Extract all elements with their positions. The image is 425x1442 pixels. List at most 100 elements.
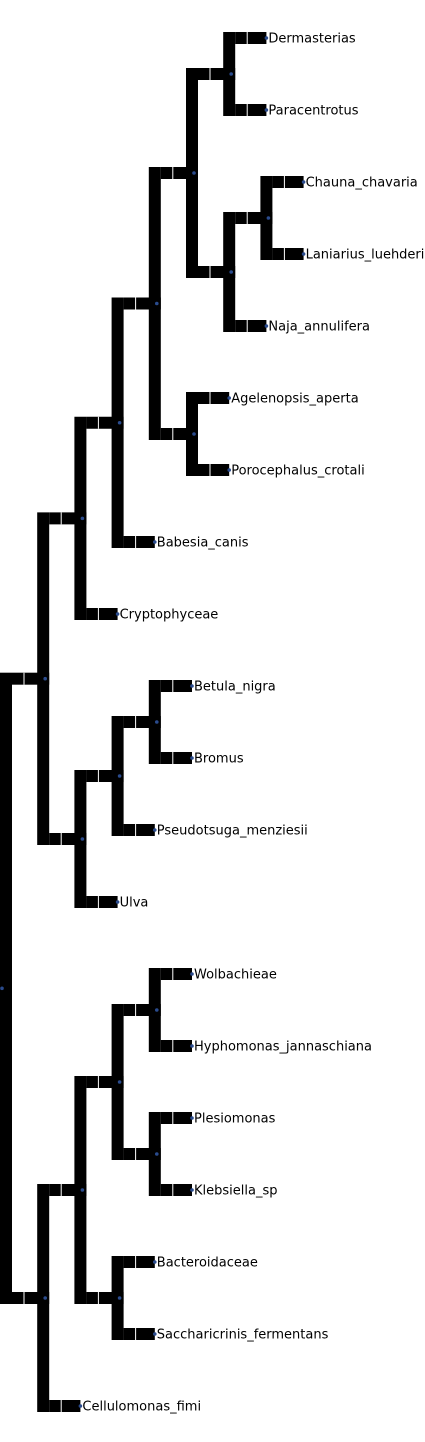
branch-stub bbox=[49, 512, 62, 525]
leaf-node-dot bbox=[190, 684, 194, 688]
internal-node-dot bbox=[80, 1188, 85, 1192]
branch-horizontal bbox=[247, 104, 267, 116]
tip-label: Chauna_chavaria bbox=[306, 176, 418, 191]
branch-vertical bbox=[0, 672, 12, 1304]
tree-tip-labels: Dermasterias Paracentrotus Chauna_chavaria… bbox=[82, 32, 424, 1415]
branch-stub bbox=[123, 1148, 136, 1160]
branch-stub bbox=[160, 167, 173, 179]
branch-horizontal bbox=[135, 536, 155, 548]
leaf-node-dot bbox=[227, 396, 231, 400]
branch-vertical bbox=[111, 297, 124, 548]
internal-node-dot bbox=[43, 676, 47, 681]
branch-stub bbox=[123, 1256, 136, 1268]
tip-label: Naja_annulifera bbox=[268, 320, 370, 335]
leaf-node-dot bbox=[190, 1044, 194, 1048]
branch-horizontal bbox=[172, 1040, 192, 1052]
branch-vertical bbox=[111, 1004, 124, 1160]
branch-stub bbox=[49, 1184, 62, 1196]
tip-label: Bacteroidaceae bbox=[157, 1256, 258, 1271]
tip-label: Porocephalus_crotali bbox=[231, 464, 365, 479]
internal-node-dot bbox=[80, 516, 85, 521]
tip-label: Bromus bbox=[194, 752, 244, 767]
branch-stub bbox=[235, 32, 248, 44]
internal-node-dot bbox=[155, 720, 159, 724]
tip-label: Cellulomonas_fimi bbox=[82, 1400, 201, 1415]
tip-label: Hyphomonas_jannaschiana bbox=[194, 1040, 372, 1055]
branch-vertical bbox=[186, 392, 198, 476]
branch-horizontal bbox=[135, 1328, 155, 1340]
branch-vertical bbox=[260, 176, 273, 260]
branch-stub bbox=[86, 770, 99, 782]
branch-horizontal bbox=[172, 680, 192, 692]
tip-label: Agelenopsis_aperta bbox=[231, 392, 358, 407]
branch-stub bbox=[198, 68, 210, 80]
internal-node-dot bbox=[80, 837, 85, 841]
branch-stub bbox=[198, 392, 210, 404]
branch-stub bbox=[160, 752, 173, 764]
tip-label: Laniarius_luehderi bbox=[306, 248, 425, 263]
internal-node-dot bbox=[43, 1296, 47, 1300]
branch-horizontal bbox=[135, 1256, 155, 1268]
branch-vertical bbox=[186, 68, 198, 278]
leaf-node-dot bbox=[153, 828, 157, 832]
tip-label: Saccharicrinis_fermentans bbox=[157, 1328, 329, 1343]
branch-horizontal bbox=[98, 608, 118, 620]
branch-horizontal bbox=[172, 752, 192, 764]
internal-node-dot bbox=[0, 986, 4, 991]
branch-vertical bbox=[37, 1184, 50, 1412]
branch-stub bbox=[123, 536, 136, 548]
branch-horizontal bbox=[61, 1400, 81, 1412]
leaf-node-dot bbox=[153, 1332, 157, 1336]
leaf-node-dot bbox=[190, 972, 194, 976]
leaf-node-dot bbox=[227, 468, 231, 472]
branch-stub bbox=[123, 824, 136, 836]
leaf-node-dot bbox=[190, 1116, 194, 1120]
leaf-node-dot bbox=[301, 180, 306, 184]
tree-branches bbox=[0, 32, 304, 1412]
tip-label: Wolbachieae bbox=[194, 968, 277, 983]
leaf-node-dot bbox=[115, 900, 120, 904]
branch-stub bbox=[86, 1076, 99, 1088]
branch-horizontal bbox=[210, 392, 230, 404]
branch-stub bbox=[86, 416, 99, 429]
leaf-node-dot bbox=[301, 252, 306, 256]
branch-horizontal bbox=[284, 248, 304, 260]
internal-node-dot bbox=[229, 72, 233, 76]
branch-stub bbox=[49, 1400, 62, 1412]
branch-stub bbox=[49, 833, 62, 845]
leaf-node-dot bbox=[190, 756, 194, 760]
branch-vertical bbox=[74, 1076, 87, 1304]
branch-vertical bbox=[223, 212, 236, 332]
branch-stub bbox=[272, 248, 285, 260]
branch-vertical bbox=[148, 680, 161, 764]
branch-vertical bbox=[223, 32, 236, 116]
branch-stub bbox=[272, 176, 285, 188]
tip-label: Paracentrotus bbox=[268, 104, 358, 119]
internal-node-dot bbox=[117, 420, 122, 425]
internal-node-dot bbox=[266, 216, 271, 220]
tip-label: Pseudotsuga_menziesii bbox=[157, 824, 308, 839]
internal-node-dot bbox=[155, 1008, 159, 1012]
branch-vertical bbox=[111, 1256, 124, 1340]
branch-vertical bbox=[74, 416, 87, 620]
tip-label: Plesiomonas bbox=[194, 1112, 276, 1127]
internal-node-dot bbox=[117, 1080, 122, 1084]
branch-horizontal bbox=[98, 896, 118, 908]
branch-stub bbox=[12, 1292, 24, 1304]
branch-stub bbox=[160, 428, 173, 440]
branch-stub bbox=[86, 608, 99, 620]
leaf-node-dot bbox=[190, 1188, 194, 1192]
branch-stub bbox=[235, 104, 248, 116]
branch-stub bbox=[235, 320, 248, 332]
branch-horizontal bbox=[135, 824, 155, 836]
branch-stub bbox=[12, 672, 24, 685]
leaf-node-dot bbox=[153, 1260, 157, 1264]
branch-vertical bbox=[111, 716, 124, 836]
leaf-node-dot bbox=[153, 540, 157, 544]
tip-label: Klebsiella_sp bbox=[194, 1184, 277, 1199]
branch-stub bbox=[86, 1292, 99, 1304]
tip-label: Betula_nigra bbox=[194, 680, 276, 695]
tip-label: Dermasterias bbox=[268, 32, 356, 47]
branch-stub bbox=[123, 716, 136, 728]
